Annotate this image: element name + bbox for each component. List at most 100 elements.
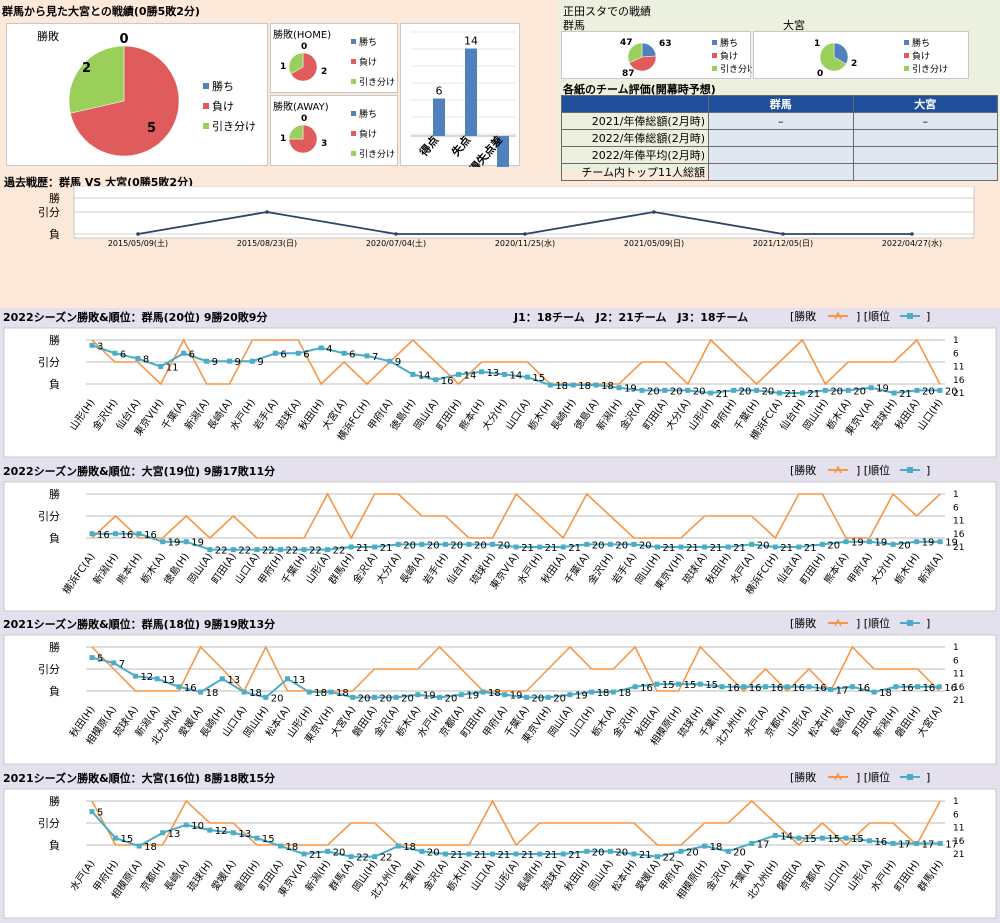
homepie-legend-swatch (351, 39, 356, 44)
spie1-draw-label: 63 (659, 39, 672, 49)
rank-point (207, 827, 213, 833)
legend-draw: 引き分け (203, 116, 256, 136)
rank-point (749, 541, 755, 547)
season-ylabel: 負 (49, 378, 60, 391)
rank-data-label: 4 (326, 344, 332, 355)
rank-point (325, 547, 331, 553)
rank-data-label: 21 (474, 850, 487, 861)
rank-data-label: 20 (333, 847, 346, 858)
rank-point (662, 387, 668, 393)
rank-data-label: 20 (271, 693, 284, 704)
rank-data-label: 9 (212, 357, 218, 368)
legend-wl-marker (834, 772, 842, 781)
rank-data-label: 18 (285, 842, 298, 853)
season-title: 2021シーズン勝敗&順位：群馬(18位) 9勝19敗13分 (3, 618, 276, 631)
pie-label-draw: 2 (82, 61, 91, 76)
rank-data-label: 22 (262, 546, 275, 557)
rank-point (702, 843, 708, 849)
season-ylabel: 負 (49, 532, 60, 545)
rank-point (341, 350, 347, 356)
rank-data-label: 21 (545, 543, 558, 554)
rank-point (442, 541, 448, 547)
awaypie-loss-label: 3 (321, 139, 327, 149)
eval-row-v2 (852, 163, 998, 181)
rank-point (277, 547, 283, 553)
rank-point (545, 694, 551, 700)
rank-data-label: 20 (427, 847, 440, 858)
rank-data-label: 22 (285, 546, 298, 557)
season-rank-tick: 1 (953, 336, 959, 346)
spie1-slice (628, 55, 657, 72)
rank-data-label: 22 (662, 853, 675, 864)
rank-data-label: 20 (757, 540, 770, 551)
spie2-legend-draw: 引き分け (912, 64, 948, 75)
rank-point (799, 390, 805, 396)
rank-point (915, 684, 921, 690)
rank-point (433, 377, 439, 383)
rank-data-label: 14 (509, 370, 522, 381)
rank-point (415, 692, 421, 698)
rank-data-label: 19 (875, 538, 888, 549)
season-title: 2022シーズン勝敗&順位：群馬(20位) 9勝20敗9分 (3, 311, 268, 324)
rank-point (348, 544, 354, 550)
rank-data-label: 15 (804, 834, 817, 845)
rank-point (154, 676, 160, 682)
eval-row: チーム内トップ11人総額 (561, 163, 998, 181)
spie1-legend-loss: 負け (720, 50, 738, 62)
rank-data-label: 21 (568, 850, 581, 861)
rank-data-label: 14 (780, 831, 793, 842)
homepie-legend-swatch (351, 79, 356, 84)
rank-data-label: 20 (379, 693, 392, 704)
history-ylabel: 勝 (49, 191, 60, 205)
eval-row-label: 2022/年俸総額(2月時) (561, 129, 709, 147)
rank-data-label: 9 (234, 357, 240, 368)
rank-point (502, 692, 508, 698)
rank-data-label: 21 (686, 543, 699, 554)
season-rank-tick: 1 (953, 643, 959, 653)
season-plot-area (3, 327, 997, 458)
awaypie-slice (288, 124, 318, 154)
rank-data-label: 20 (693, 386, 706, 397)
rank-data-label: 19 (575, 691, 588, 702)
rank-data-label: 20 (739, 386, 752, 397)
rank-data-label: 16 (121, 530, 134, 541)
eval-title: 各紙のチーム評価(開幕時予想) (563, 83, 716, 96)
rank-data-label: 18 (710, 842, 723, 853)
rank-point (111, 660, 117, 666)
rank-point (868, 385, 874, 391)
stadium-pie2-panel: 1 0 2 勝ち 負け 引き分け (753, 31, 969, 79)
rank-point (301, 547, 307, 553)
goals-category-label: 得点 (416, 133, 442, 160)
winloss-line (91, 338, 941, 386)
rank-data-label: 11 (166, 363, 179, 374)
rank-point (372, 854, 378, 860)
rank-point (437, 694, 443, 700)
spie1-legend-swatch (712, 66, 717, 71)
legend-wl-marker (834, 465, 842, 474)
season-ylabel: 勝 (49, 640, 60, 654)
legend-draw-label: 引き分け (212, 120, 256, 133)
season-ylabel: 負 (49, 839, 60, 852)
rank-point (112, 350, 118, 356)
rank-data-label: 21 (807, 389, 820, 400)
eval-row-v2: – (852, 112, 998, 130)
rank-data-label: 16 (901, 683, 914, 694)
eval-row-label: 2022/年俸平均(2月時) (561, 146, 709, 164)
stadium-title: 正田スタでの戦績 (563, 5, 651, 18)
rank-data-label: 20 (827, 540, 840, 551)
rank-point (849, 684, 855, 690)
rank-point (762, 684, 768, 690)
rank-data-label: 21 (784, 389, 797, 400)
history-date-label: 2022/04/27(水) (882, 238, 942, 248)
main-pie-slice (70, 45, 180, 157)
eval-row-label: チーム内トップ11人総額 (561, 163, 709, 181)
rank-data-label: 21 (733, 543, 746, 554)
spie2-legend-swatch (904, 53, 909, 58)
rank-point (725, 544, 731, 550)
history-date-label: 2015/08/23(日) (237, 239, 297, 248)
rank-data-label: 16 (144, 530, 157, 541)
rank-point (524, 694, 530, 700)
